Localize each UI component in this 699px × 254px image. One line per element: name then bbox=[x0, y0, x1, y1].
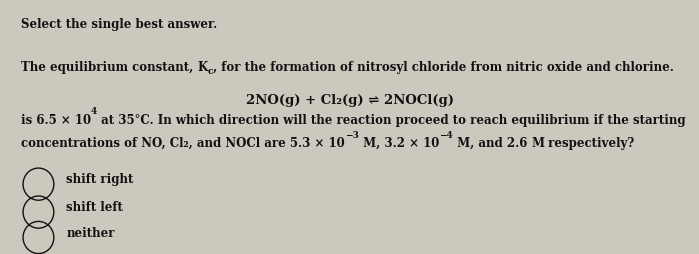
Text: 4: 4 bbox=[91, 107, 97, 116]
Text: respectively?: respectively? bbox=[545, 137, 635, 150]
Text: concentrations of NO, Cl₂, and NOCl are 5.3 × 10: concentrations of NO, Cl₂, and NOCl are … bbox=[21, 137, 345, 150]
Text: at 35°C. In which direction will the reaction proceed to reach equilibrium if th: at 35°C. In which direction will the rea… bbox=[97, 114, 686, 127]
Text: −4: −4 bbox=[439, 131, 453, 140]
Text: M, and 2.6: M, and 2.6 bbox=[453, 137, 531, 150]
Text: neither: neither bbox=[66, 227, 115, 240]
Text: M, 3.2 × 10: M, 3.2 × 10 bbox=[359, 137, 439, 150]
Text: shift right: shift right bbox=[66, 173, 134, 186]
Text: −3: −3 bbox=[345, 131, 359, 140]
Text: , for the formation of nitrosyl chloride from nitric oxide and chlorine.: , for the formation of nitrosyl chloride… bbox=[213, 61, 674, 74]
Text: shift left: shift left bbox=[66, 201, 123, 214]
Text: 2NO(g) + Cl₂(g) ⇌ 2NOCl(g): 2NO(g) + Cl₂(g) ⇌ 2NOCl(g) bbox=[245, 94, 454, 107]
Text: Select the single best answer.: Select the single best answer. bbox=[21, 18, 217, 31]
Text: The equilibrium constant,: The equilibrium constant, bbox=[21, 61, 197, 74]
Text: c: c bbox=[208, 67, 213, 76]
Text: K: K bbox=[197, 61, 208, 74]
Text: is 6.5 × 10: is 6.5 × 10 bbox=[21, 114, 91, 127]
Text: M: M bbox=[531, 137, 545, 150]
